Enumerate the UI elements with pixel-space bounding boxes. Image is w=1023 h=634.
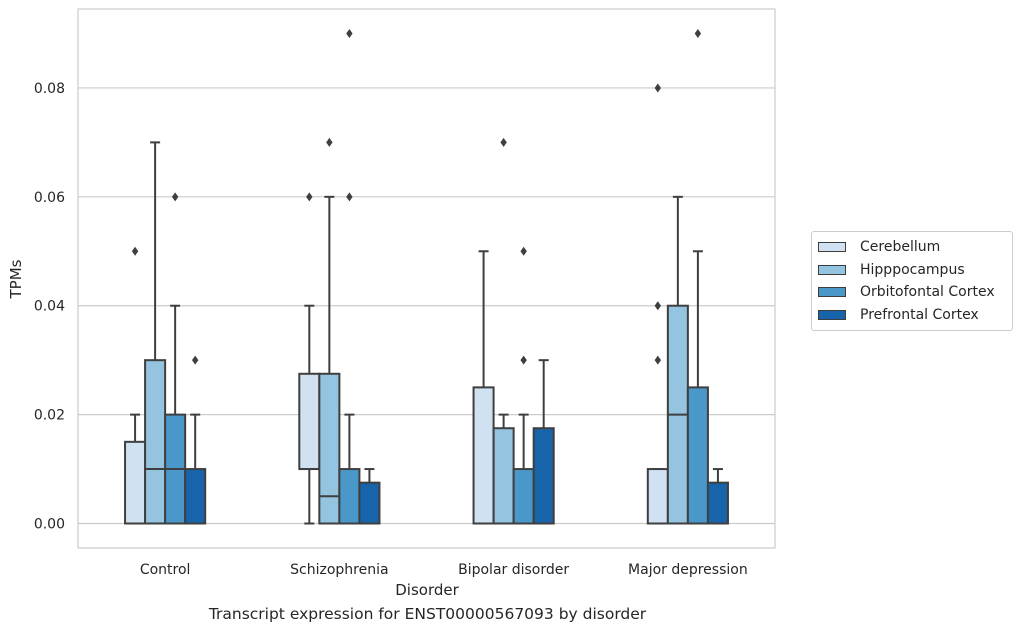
legend-item-cerebellum: Cerebellum xyxy=(812,236,1012,259)
box-rect xyxy=(512,468,535,525)
y-tick-label: 0.08 xyxy=(34,81,65,97)
box-1-2 xyxy=(338,29,361,525)
box-2-3 xyxy=(532,359,555,525)
box-0-2 xyxy=(164,192,187,525)
box-rect xyxy=(646,468,669,525)
legend-swatch-prefrontal-cortex xyxy=(818,309,846,320)
outlier-point xyxy=(654,301,662,311)
box-3-3 xyxy=(706,468,729,525)
legend-swatch-cerebellum xyxy=(818,242,846,253)
box-rect xyxy=(298,372,321,471)
plot-frame xyxy=(77,8,776,549)
legend-label-orbitofrontal-cortex: Orbitofontal Cortex xyxy=(860,284,995,301)
box-2-1 xyxy=(492,137,515,525)
box-3-1 xyxy=(666,195,689,525)
legend-swatch-hippocampus xyxy=(818,264,846,275)
box-rect xyxy=(532,427,555,525)
outlier-point xyxy=(654,355,662,365)
box-rect xyxy=(492,427,515,525)
outlier-point xyxy=(500,137,507,147)
y-tick-labels: 0.00 0.02 0.04 0.06 0.08 xyxy=(34,81,65,533)
outlier-point xyxy=(520,246,527,256)
box-rect xyxy=(338,468,361,525)
box-3-2 xyxy=(686,29,709,525)
x-axis-label: Disorder xyxy=(395,581,459,599)
x-tick-label: Schizophrenia xyxy=(290,562,388,578)
outlier-point xyxy=(346,29,353,38)
outlier-point xyxy=(694,29,702,38)
legend-label-prefrontal-cortex: Prefrontal Cortex xyxy=(860,306,979,323)
box-3-0 xyxy=(646,83,669,525)
y-tick-label: 0.02 xyxy=(34,408,65,424)
box-1-0 xyxy=(298,192,321,525)
box-rect xyxy=(358,481,381,525)
y-tick-label: 0.04 xyxy=(34,299,65,315)
legend-item-prefrontal-cortex: Prefrontal Cortex xyxy=(812,304,1012,327)
outlier-point xyxy=(326,137,333,147)
box-rect xyxy=(124,440,147,525)
box-rect xyxy=(472,386,495,525)
legend: Cerebellum Hipppocampus Orbitofontal Cor… xyxy=(811,231,1013,331)
chart-caption: Transcript expression for ENST0000056709… xyxy=(208,605,647,623)
legend-swatch-orbitofrontal-cortex xyxy=(818,287,846,298)
box-0-1 xyxy=(144,141,167,525)
box-0-0 xyxy=(124,246,147,525)
x-tick-label: Control xyxy=(140,562,191,578)
legend-label-hippocampus: Hipppocampus xyxy=(860,261,965,278)
x-tick-labels: Control Schizophrenia Bipolar disorder Majo… xyxy=(140,562,748,578)
y-axis-label: TPMs xyxy=(7,259,25,299)
legend-item-orbitofrontal-cortex: Orbitofontal Cortex xyxy=(812,281,1012,304)
box-1-3 xyxy=(358,468,381,525)
box-rect xyxy=(184,468,207,525)
box-rect xyxy=(686,386,709,525)
box-2-2 xyxy=(512,246,535,525)
outlier-point xyxy=(191,355,199,365)
box-1-1 xyxy=(318,137,341,525)
y-tick-label: 0.06 xyxy=(34,190,65,206)
y-tick-label: 0.00 xyxy=(34,517,65,533)
legend-item-hippocampus: Hipppocampus xyxy=(812,259,1012,282)
box-rect xyxy=(318,372,341,525)
x-tick-label: Major depression xyxy=(628,562,748,578)
box-0-3 xyxy=(184,355,207,525)
x-tick-label: Bipolar disorder xyxy=(458,562,569,578)
outlier-point xyxy=(520,355,527,365)
box-rect xyxy=(706,481,729,525)
box-layer xyxy=(124,29,729,525)
outlier-point xyxy=(346,192,353,202)
box-2-0 xyxy=(472,250,495,525)
outlier-point xyxy=(306,192,313,202)
outlier-point xyxy=(131,246,139,256)
outlier-point xyxy=(654,83,662,93)
outlier-point xyxy=(171,192,179,202)
box-rect xyxy=(144,359,167,525)
legend-label-cerebellum: Cerebellum xyxy=(860,239,941,256)
